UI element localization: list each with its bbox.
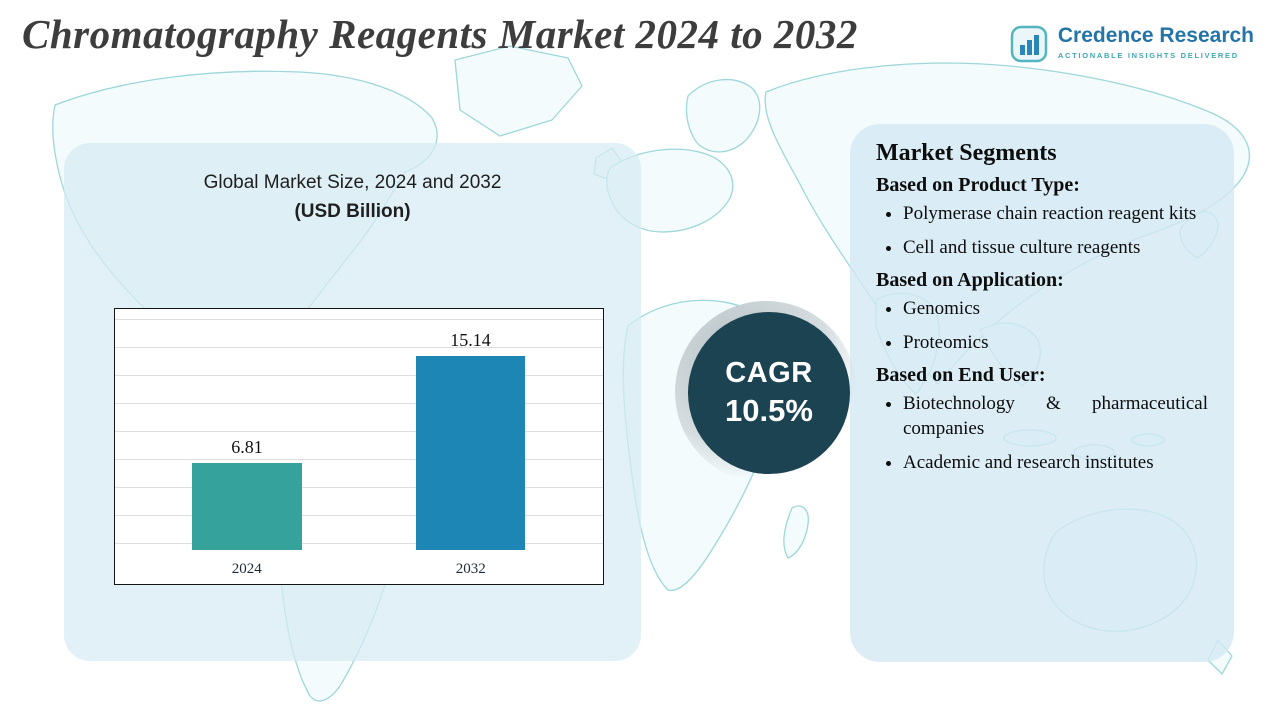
- list-item: Proteomics: [903, 330, 1208, 355]
- chart-subtitle-line2: (USD Billion): [294, 200, 411, 222]
- chart-subtitle-line1: Global Market Size, 2024 and 2032: [203, 172, 502, 193]
- credence-logo: Credence Research ACTIONABLE INSIGHTS DE…: [1009, 24, 1254, 69]
- segments-list-end-user: Biotechnology & pharmaceutical companies…: [876, 391, 1208, 475]
- cagr-value: 10.5%: [725, 393, 813, 428]
- x-axis-tick-2024: 2024: [231, 561, 262, 577]
- bar-chart-logo-icon: [1009, 24, 1049, 69]
- market-segments-panel: Market Segments Based on Product Type: P…: [850, 124, 1234, 662]
- list-item: Genomics: [903, 296, 1208, 321]
- list-item: Cell and tissue culture reagents: [903, 235, 1208, 260]
- bar-2024: 6.81: [192, 437, 302, 550]
- list-item: Biotechnology & pharmaceutical companies: [903, 391, 1208, 441]
- page-title: Chromatography Reagents Market 2024 to 2…: [22, 11, 858, 57]
- logo-tagline: ACTIONABLE INSIGHTS DELIVERED: [1057, 51, 1239, 61]
- logo-text: Credence Research ACTIONABLE INSIGHTS DE…: [1058, 24, 1254, 60]
- segments-heading-product-type: Based on Product Type:: [876, 174, 1080, 196]
- bar-chart: 6.81 15.14 2024 2032: [114, 308, 604, 585]
- cagr-badge: CAGR 10.5%: [675, 301, 857, 483]
- x-axis-tick-2032: 2032: [455, 561, 486, 577]
- cagr-circle: CAGR 10.5%: [688, 312, 850, 474]
- bar-2032-value-label: 15.14: [450, 329, 491, 350]
- bar-2032: 15.14: [415, 330, 526, 550]
- bar-2024-value-label: 6.81: [231, 436, 263, 457]
- segments-title: Market Segments: [876, 140, 1057, 166]
- segments-heading-end-user: Based on End User:: [876, 364, 1046, 387]
- cagr-label: CAGR: [725, 357, 813, 389]
- logo-name: Credence Research: [1057, 24, 1254, 47]
- list-item: Academic and research institutes: [903, 450, 1208, 475]
- segments-list-product-type: Polymerase chain reaction reagent kits C…: [876, 201, 1208, 260]
- chart-subtitle: Global Market Size, 2024 and 2032 (USD B…: [64, 143, 641, 226]
- segments-list-application: Genomics Proteomics: [876, 296, 1208, 355]
- segments-heading-application: Based on Application:: [876, 269, 1064, 292]
- market-size-panel: Global Market Size, 2024 and 2032 (USD B…: [64, 143, 641, 661]
- chart-plot-area: 6.81 15.14: [115, 319, 603, 550]
- list-item: Polymerase chain reaction reagent kits: [903, 201, 1208, 226]
